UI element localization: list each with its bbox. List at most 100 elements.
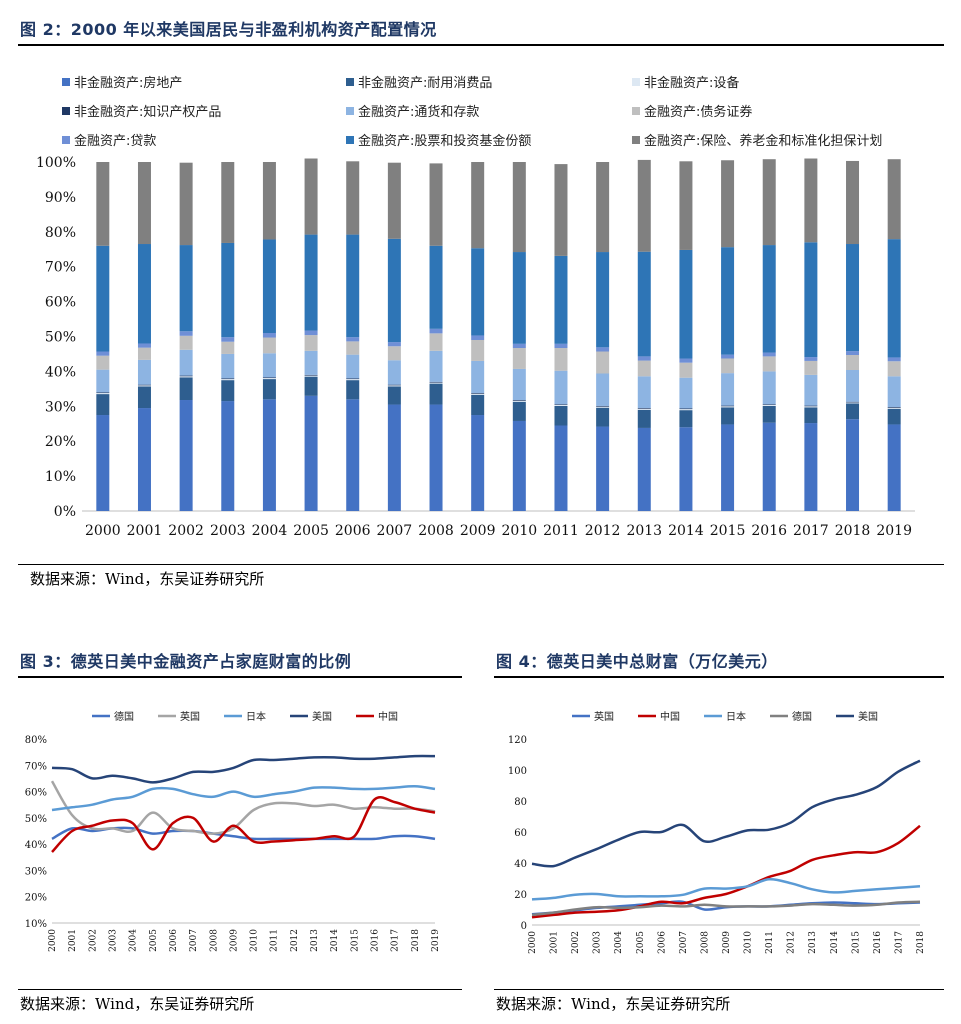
y-tick-label: 40 [514,859,527,870]
bar-segment [262,239,276,334]
x-tick-label: 2003 [593,931,603,954]
bar-segment [346,161,360,235]
bar-segment [346,337,360,342]
bar-segment [721,358,735,374]
y-tick-label: 70% [45,260,76,276]
bar-segment [637,427,651,511]
y-tick-label: 60 [514,828,527,839]
figure4-source-rule [494,989,944,990]
bar-segment [512,400,526,401]
x-tick-label: 2004 [129,929,139,952]
x-tick-label: 2019 [876,523,912,539]
y-tick-label: 100 [508,766,527,777]
figure4-title-rule [494,676,944,678]
x-tick-label: 2013 [808,931,818,954]
x-tick-label: 2010 [744,931,754,954]
figure4-title: 图 4：德英日美中总财富（万亿美元） [496,652,778,671]
bar-segment [637,409,651,428]
y-tick-label: 40% [45,364,76,380]
x-tick-label: 2012 [290,929,300,952]
x-tick-label: 2009 [229,929,239,952]
x-tick-label: 2012 [787,931,797,954]
bar-segment [137,347,151,360]
bar-segment [137,343,151,348]
bar-segment [387,404,401,511]
x-tick-label: 2000 [528,931,538,954]
bar-segment [429,163,443,246]
legend-label: 英国 [594,710,614,723]
bar-segment [721,407,735,425]
bar-segment [262,162,276,240]
bar-segment [304,375,318,377]
x-tick-label: 2014 [668,523,704,539]
bar-segment [387,346,401,361]
x-tick-label: 2015 [851,931,861,954]
bar-segment [96,393,110,395]
bar-segment [887,407,901,409]
bar-segment [637,159,651,252]
bar-segment [96,245,110,352]
bar-segment [262,333,276,338]
x-tick-label: 2000 [85,523,121,539]
x-tick-label: 2017 [894,931,904,954]
x-tick-label: 2002 [88,929,98,952]
legend-swatch [346,107,354,115]
y-tick-label: 20% [45,434,76,450]
figure2-title-rule [18,44,944,46]
bar-segment [721,373,735,406]
legend-label: 美国 [312,710,332,723]
legend-label: 金融资产:债务证券 [644,104,752,120]
bar-segment [596,406,610,408]
series-line [51,754,436,784]
bar-segment [804,405,818,407]
bar-segment [721,406,735,408]
bar-segment [262,377,276,379]
bar-segment [179,245,193,332]
y-tick-label: 80 [514,797,527,808]
bar-segment [179,162,193,246]
legend-item: 日本 [704,710,746,723]
y-tick-label: 30% [45,399,76,415]
legend-label: 日本 [726,710,746,723]
bar-segment [721,405,735,407]
bar-segment [721,247,735,355]
figure4-source: 数据来源：Wind，东吴证券研究所 [496,995,731,1013]
x-tick-label: 2003 [108,929,118,952]
y-tick-label: 70% [25,761,47,772]
bar-segment [554,343,568,349]
bar-segment [721,160,735,248]
bar-segment [804,374,818,406]
legend-label: 金融资产:保险、养老金和标准化担保计划 [644,133,882,149]
bar-segment [887,408,901,425]
bar-segment [96,355,110,370]
legend-item: 德国 [770,710,812,723]
y-tick-label: 20 [514,890,527,901]
bar-segment [346,399,360,511]
bar-segment [96,415,110,511]
legend-item: 日本 [224,710,266,723]
bar-segment [304,158,318,235]
bar-segment [471,394,485,416]
bar-segment [179,400,193,511]
bar-segment [96,392,110,394]
bar-segment [679,362,693,378]
bar-segment [304,395,318,511]
bar-segment [887,376,901,407]
x-tick-label: 2016 [751,523,787,539]
bar-segment [96,351,110,356]
y-tick-label: 100% [36,155,76,171]
bar-segment [762,405,776,423]
bar-segment [262,337,276,354]
bar-segment [679,409,693,411]
y-tick-label: 50% [45,330,76,346]
bar-segment [387,162,401,239]
bar-segment [471,393,485,395]
bar-segment [554,348,568,371]
bar-segment [804,242,818,358]
legend-label: 非金融资产:设备 [644,75,739,91]
figure3-source-rule [18,989,462,990]
bar-segment [429,404,443,511]
figure3-source: 数据来源：Wind，东吴证券研究所 [20,995,255,1013]
y-tick-label: 90% [45,190,76,206]
figure2-title: 图 2：2000 年以来美国居民与非盈利机构资产配置情况 [20,20,437,39]
